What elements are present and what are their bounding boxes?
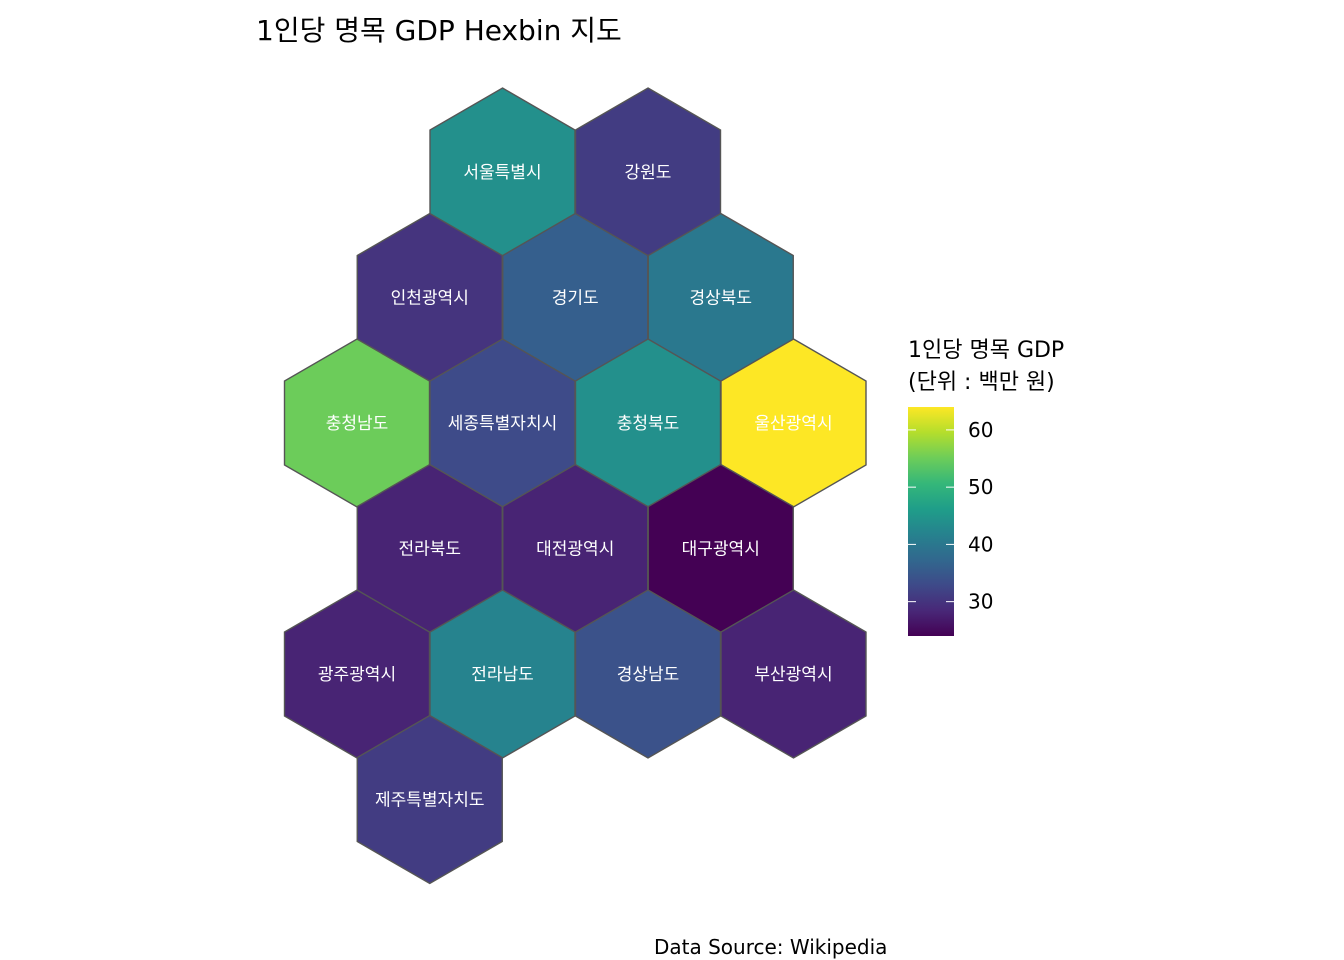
hex-region-label: 충청남도	[326, 414, 389, 434]
data-source-caption: Data Source: Wikipedia	[654, 935, 887, 959]
hex-region-label: 세종특별자치시	[448, 414, 557, 434]
legend-tick-label: 40	[968, 532, 993, 556]
hex-region	[356, 714, 503, 885]
chart-title: 1인당 명목 GDP Hexbin 지도	[256, 14, 622, 47]
hex-region-label: 경기도	[552, 289, 599, 309]
legend-tick-label: 30	[968, 590, 993, 614]
hex-region-label: 전라남도	[471, 665, 534, 685]
hex-region-label: 광주광역시	[318, 665, 396, 685]
legend-tick-label: 50	[968, 475, 993, 499]
legend-ticks: 60 50 40 30	[908, 418, 993, 614]
hex-region-label: 서울특별시	[463, 163, 541, 183]
hex-region-label: 경상남도	[617, 665, 680, 685]
legend-tick-label: 60	[968, 418, 993, 442]
hex-region-label: 강원도	[625, 163, 672, 183]
hex-region-label: 부산광역시	[754, 665, 832, 685]
legend-title-line1: 1인당 명목 GDP	[908, 338, 1064, 363]
hex-region-label: 제주특별자치도	[375, 791, 484, 811]
color-legend: 1인당 명목 GDP (단위 : 백만 원) 60 50 40 30	[908, 338, 1064, 636]
hex-layer	[283, 87, 867, 885]
legend-colorbar	[908, 407, 954, 636]
hex-region-label: 울산광역시	[754, 414, 832, 434]
hex-region-label: 전라북도	[398, 540, 461, 560]
hex-region-label: 인천광역시	[391, 289, 469, 309]
hex-region-label: 대전광역시	[536, 540, 614, 560]
hex-region-label: 경상북도	[689, 289, 752, 309]
legend-title-line2: (단위 : 백만 원)	[908, 370, 1055, 395]
hex-region	[720, 589, 867, 759]
hex-region-label: 충청북도	[617, 414, 680, 434]
hex-region-label: 대구광역시	[682, 540, 760, 560]
